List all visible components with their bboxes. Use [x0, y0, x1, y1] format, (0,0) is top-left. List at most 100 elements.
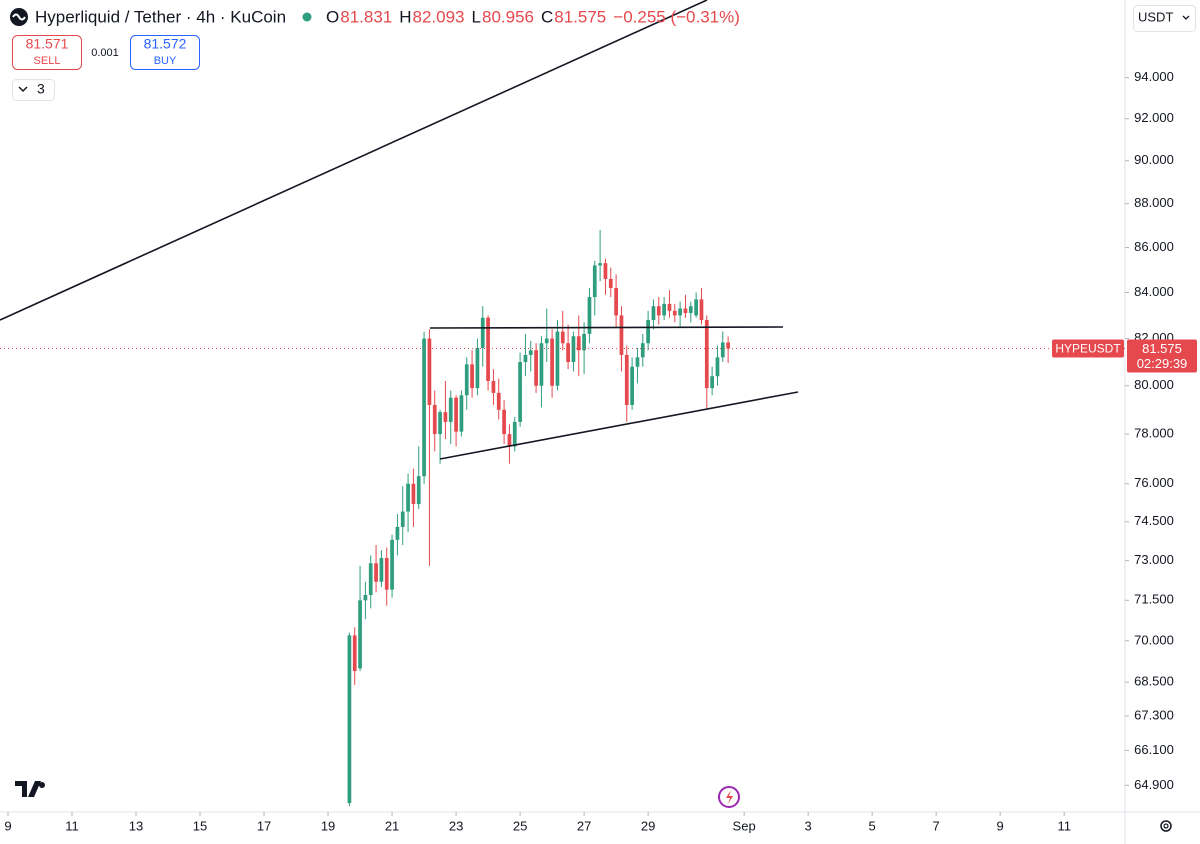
x-tick-label: 9 [4, 818, 11, 833]
candle-body [662, 303, 666, 316]
x-tick-label: 29 [641, 818, 655, 833]
candle-body [550, 338, 554, 386]
candle-body [422, 338, 426, 477]
candle-body [406, 483, 410, 512]
candle-body [576, 336, 581, 351]
candle-body [390, 539, 394, 590]
candle-body [347, 635, 352, 804]
candle-body [528, 350, 533, 355]
candle-body [502, 409, 506, 435]
buy-button[interactable] [130, 35, 200, 70]
candle-body [464, 364, 469, 396]
candle-body [534, 350, 538, 386]
candle-body [363, 594, 368, 601]
y-tick-label: 66.100 [1134, 742, 1174, 757]
candle-body [518, 361, 522, 422]
candle-body [416, 476, 421, 504]
buy-label: BUY [154, 55, 177, 67]
x-tick-label: 13 [129, 818, 143, 833]
axes: 94.00092.00090.00088.00086.00084.00082.0… [4, 69, 1197, 833]
change: −0.255 (−0.31%) [613, 7, 740, 26]
x-tick-label: 9 [997, 818, 1004, 833]
tv-logo-dot [39, 782, 45, 788]
y-tick-label: 71.500 [1134, 592, 1174, 607]
candle-body [608, 278, 613, 288]
candle-body [379, 558, 384, 582]
candle-body [566, 343, 570, 362]
candle-body [544, 338, 549, 344]
candle-body [688, 306, 693, 314]
y-tick-label: 68.500 [1134, 674, 1174, 689]
candle-body [715, 357, 720, 377]
x-tick-label: 11 [1057, 818, 1071, 833]
ohlc-key: H [399, 7, 411, 26]
x-tick-label: 23 [449, 818, 463, 833]
chevron-icon [18, 86, 28, 93]
currency: USDT [1138, 9, 1173, 24]
x-tick-label: 11 [65, 818, 79, 833]
candle-body [384, 558, 389, 590]
y-tick-label: 84.000 [1134, 284, 1174, 299]
candle-body [646, 320, 650, 344]
candle-body [374, 563, 378, 582]
ohlc-legend: O 81.831 H 82.093 L 80.956 C 81.575 [326, 7, 606, 26]
candle-body [459, 395, 464, 432]
candle-body [358, 600, 362, 669]
candle-body [368, 563, 373, 595]
currency-select[interactable] [1133, 5, 1196, 32]
candle-body [507, 434, 512, 447]
candle-body [704, 320, 709, 389]
ohlc-key: C [541, 7, 553, 26]
event-icon[interactable] [718, 786, 740, 808]
y-tick-label: 92.000 [1134, 110, 1174, 125]
x-tick-label: 17 [257, 818, 271, 833]
candle-body [438, 412, 442, 435]
candle-body [491, 380, 496, 393]
candle-body [427, 338, 432, 405]
countdown-label: 02:29:39 [1137, 356, 1188, 371]
candle-body [624, 354, 629, 405]
candle-body [699, 299, 704, 321]
y-tick-label: 76.000 [1134, 475, 1174, 490]
candle-body [480, 317, 485, 348]
candle-body [656, 306, 661, 316]
x-tick-label: 3 [805, 818, 812, 833]
y-tick-label: 88.000 [1134, 195, 1174, 210]
symbol-icon-glyph [12, 13, 26, 21]
symbol-title[interactable]: Hyperliquid / Tether · 4h · KuCoin [35, 7, 286, 26]
x-tick-label: Sep [733, 818, 756, 833]
candle-body [619, 315, 624, 355]
y-tick-label: 74.500 [1134, 513, 1174, 528]
sell-button[interactable] [12, 35, 82, 70]
tv-logo [15, 781, 41, 797]
ohlc-value: 82.093 [413, 7, 465, 26]
y-tick-label: 90.000 [1134, 152, 1174, 167]
symbol-label-bg [1052, 339, 1124, 358]
settings-icon-center [1163, 823, 1169, 829]
candle-body [523, 354, 528, 362]
indicators-toggle[interactable] [12, 79, 55, 101]
indicators-count: 3 [37, 81, 45, 97]
candle-body [432, 404, 437, 435]
candle-body [635, 357, 640, 367]
candle-body [496, 392, 501, 410]
chevron-icon [1182, 15, 1190, 20]
candle-body [443, 412, 448, 422]
candle-body [587, 297, 592, 334]
x-tick-label: 25 [513, 818, 527, 833]
candle-body [640, 343, 645, 358]
y-tick-label: 94.000 [1134, 69, 1174, 84]
ohlc-key: O [326, 7, 339, 26]
x-tick-label: 21 [385, 818, 399, 833]
x-tick-label: 5 [869, 818, 876, 833]
candle-body [454, 397, 458, 432]
buy-price: 81.572 [144, 36, 187, 52]
trendline [0, 0, 708, 321]
candle-body [555, 331, 560, 386]
settings-icon[interactable] [1160, 820, 1172, 832]
price-label: 81.575 [1142, 341, 1182, 356]
candle-body [614, 287, 618, 316]
plot [0, 229, 1125, 807]
candle-body [592, 265, 597, 298]
